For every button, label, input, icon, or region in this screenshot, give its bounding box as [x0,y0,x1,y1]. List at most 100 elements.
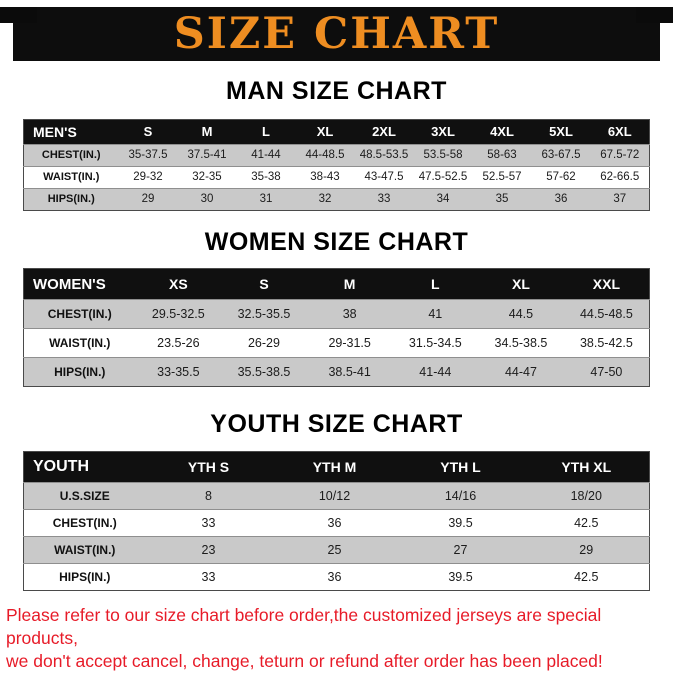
value-cell: 32 [318,193,332,205]
value-cell: 23 [201,542,216,557]
value-cell: 62-66.5 [600,171,640,183]
value-cell: 34 [436,193,450,205]
order-note: Please refer to our size chart before or… [6,604,665,673]
row-label-cell: HIPS(IN.) [59,569,111,584]
size-table: MEN'S S M L XL 2XL 3XL 4XL 5XL 6XL CHEST(IN.) 35-37… [23,118,650,211]
value-cell: 47-50 [590,365,623,379]
page-title: SIZE CHART [173,8,500,59]
row-label-cell: CHEST(IN.) [52,515,117,530]
value-cell: 39.5 [448,569,473,584]
header-cell: L [431,276,440,292]
value-cell: 18/20 [570,488,602,503]
size-table: YOUTH YTH S YTH M YTH L YTH XL U.S.SIZE 8 10/12… [23,450,650,591]
table-row: HIPS(IN.) 33 36 39.5 42.5 [23,563,650,590]
value-cell: 57-62 [546,171,576,183]
value-cell: 63-67.5 [541,149,581,161]
value-cell: 8 [205,488,212,503]
women-section-heading: WOMEN SIZE CHART [204,227,469,256]
header-cell: L [262,124,270,139]
women-size-table: WOMEN'S XS S M L XL XXL CHEST(IN.) 29.5-32.5 32.5… [23,268,650,387]
header-cell: 2XL [372,124,396,139]
table-row: U.S.SIZE 8 10/12 14/16 18/20 [23,482,650,509]
value-cell: 33 [377,193,391,205]
value-cell: 44.5-48.5 [579,307,633,321]
header-cell: 3XL [431,124,455,139]
value-cell: 38 [342,307,357,321]
value-cell: 58-63 [487,149,517,161]
youth-section-heading: YOUTH SIZE CHART [210,410,463,438]
table-row: WAIST(IN.) 23 25 27 29 [23,536,650,563]
value-cell: 33 [201,569,216,584]
header-cell: YTH XL [561,458,612,475]
table-row: CHEST(IN.) 29.5-32.5 32.5-35.5 38 41 44.5 44.5… [23,299,650,329]
value-cell: 41-44 [251,149,281,161]
table-header-row: YOUTH YTH S YTH M YTH L YTH XL [23,451,650,482]
value-cell: 38.5-42.5 [579,336,633,350]
women-size-section: WOMEN SIZE CHART WOMEN'S XS S M L XL XXL CHEST(… [0,211,673,387]
value-cell: 43-47.5 [364,171,404,183]
value-cell: 31.5-34.5 [408,336,462,350]
table-header-row: MEN'S S M L XL 2XL 3XL 4XL 5XL 6XL [23,119,650,144]
value-cell: 37 [613,193,627,205]
value-cell: 35.5-38.5 [237,365,291,379]
value-cell: 31 [259,193,273,205]
header-cell: 6XL [607,124,632,139]
value-cell: 32.5-35.5 [237,307,291,321]
value-cell: 41-44 [419,365,452,379]
value-cell: 44-48.5 [305,149,345,161]
row-label-cell: HIPS(IN.) [47,193,95,205]
value-cell: 35-38 [251,171,281,183]
row-label-cell: WAIST(IN.) [43,171,100,183]
men-size-section: MAN SIZE CHART MEN'S S M L XL 2XL 3XL 4XL 5XL 6XL… [0,61,673,211]
value-cell: 44.5 [508,307,534,321]
value-cell: 33-35.5 [157,365,200,379]
value-cell: 36 [327,569,342,584]
top-right-corner-block [636,7,673,23]
value-cell: 35-37.5 [128,149,168,161]
value-cell: 14/16 [444,488,477,503]
value-cell: 44-47 [504,365,537,379]
top-left-corner-block [0,7,37,23]
value-cell: 29 [579,542,594,557]
table-header-row: WOMEN'S XS S M L XL XXL [23,268,650,300]
value-cell: 26-29 [247,336,280,350]
value-cell: 38-43 [310,171,340,183]
order-note-line2: we don't accept cancel, change, teturn o… [6,650,603,671]
header-cell: YTH S [187,458,230,475]
men-size-table: MEN'S S M L XL 2XL 3XL 4XL 5XL 6XL CHEST(IN.) 35-37… [23,118,650,211]
row-label-cell: CHEST(IN.) [41,149,101,161]
value-cell: 53.5-58 [423,149,463,161]
value-cell: 42.5 [574,569,599,584]
size-table: WOMEN'S XS S M L XL XXL CHEST(IN.) 29.5-32.5 32.5… [23,268,650,387]
value-cell: 27 [453,542,468,557]
youth-size-table: YOUTH YTH S YTH M YTH L YTH XL U.S.SIZE 8 10/12… [23,450,650,591]
order-note-line1: Please refer to our size chart before or… [6,604,602,648]
header-cell: YTH L [440,458,481,475]
value-cell: 48.5-53.5 [359,149,409,161]
value-cell: 42.5 [574,515,599,530]
value-cell: 36 [327,515,342,530]
table-row: HIPS(IN.) 33-35.5 35.5-38.5 38.5-41 41-44 44-… [23,357,650,387]
header-cell: XS [168,276,188,292]
row-label-cell: CHEST(IN.) [47,307,112,321]
value-cell: 35 [495,193,509,205]
table-row: WAIST(IN.) 23.5-26 26-29 29-31.5 31.5-34.5 34… [23,328,650,358]
header-cell: S [259,276,269,292]
value-cell: 37.5-41 [187,149,227,161]
value-cell: 67.5-72 [600,149,640,161]
value-cell: 32-35 [192,171,222,183]
size-chart-banner: SIZE CHART [13,7,660,61]
value-cell: 34.5-38.5 [494,336,548,350]
value-cell: 29-31.5 [328,336,371,350]
header-cell: S [143,124,153,139]
value-cell: 10/12 [318,488,351,503]
header-cell: YTH M [312,458,357,475]
table-row: WAIST(IN.) 29-32 32-35 35-38 38-43 43-47.5 47.… [23,166,650,188]
header-cell: 4XL [490,124,514,139]
header-cell: M [201,124,213,139]
value-cell: 52.5-57 [482,171,522,183]
value-cell: 23.5-26 [157,336,200,350]
header-cell: XL [512,276,530,292]
header-cell: XXL [592,276,620,292]
row-label-cell: WAIST(IN.) [54,542,116,557]
